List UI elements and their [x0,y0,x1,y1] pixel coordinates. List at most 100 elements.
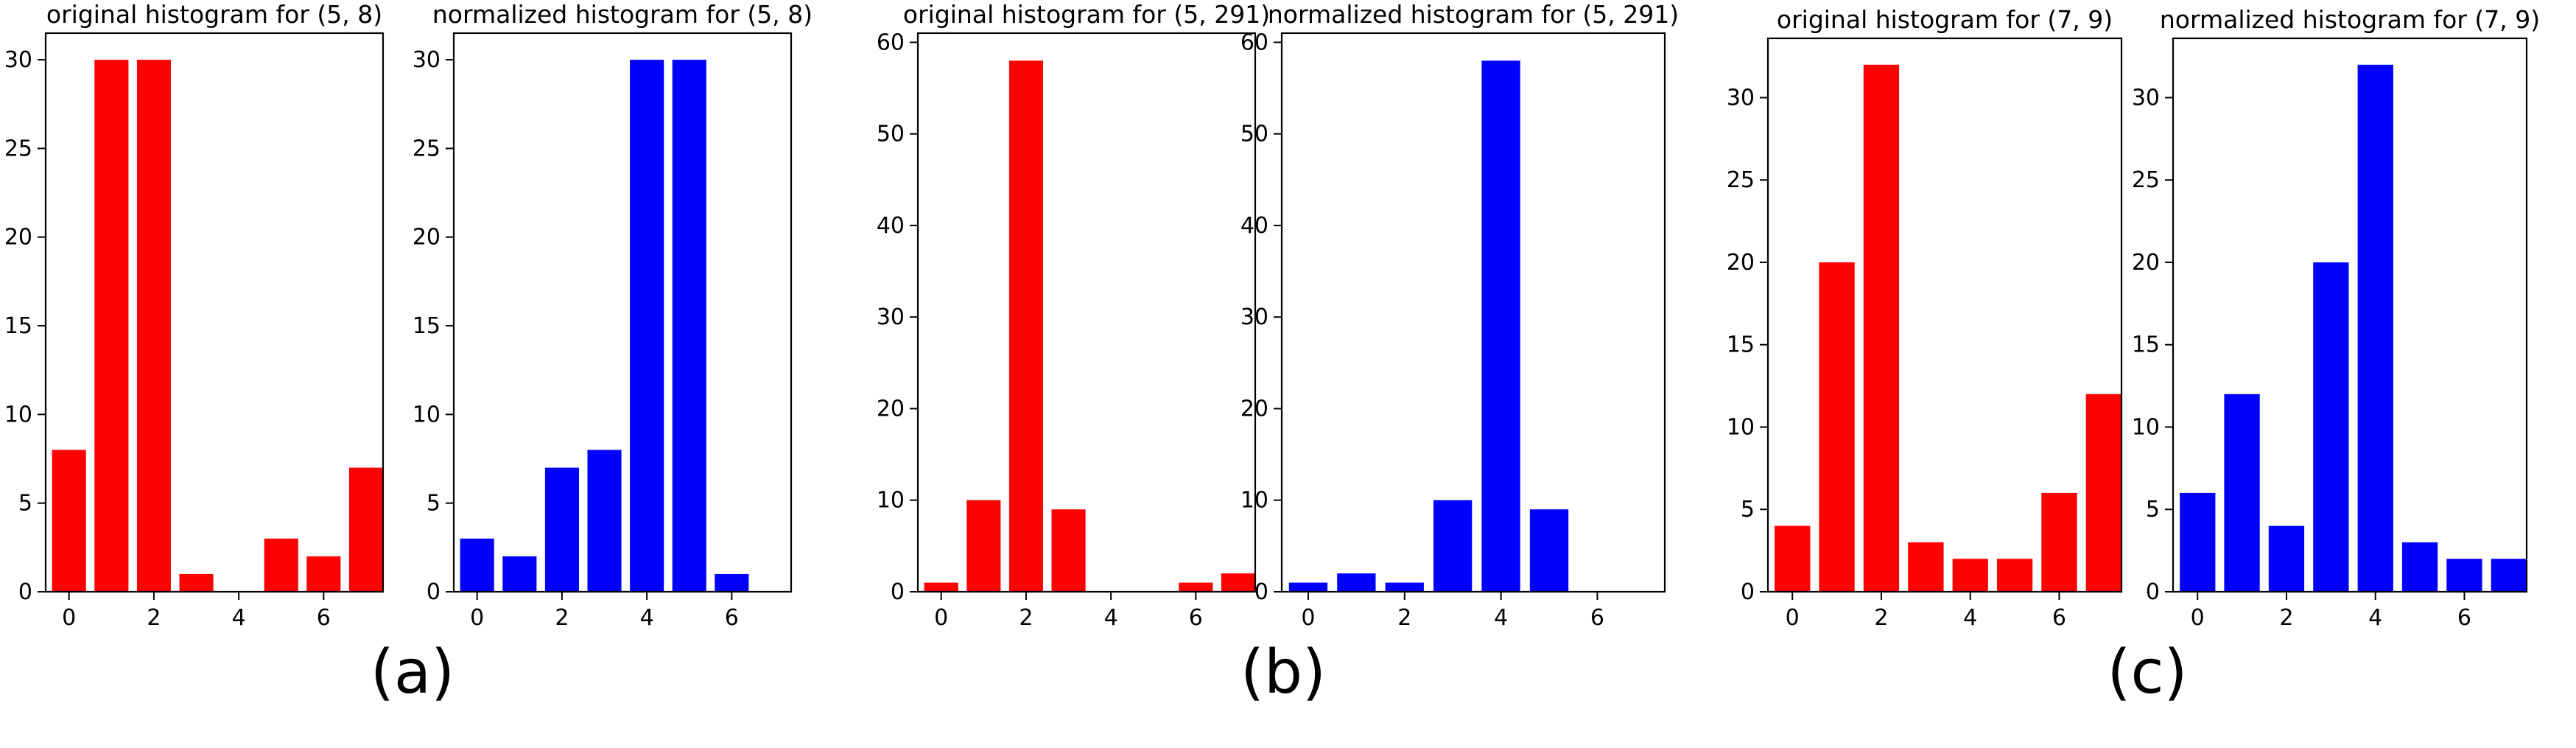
x-tick-label: 6 [1189,605,1203,631]
bar [1481,60,1520,593]
chart-title: normalized histogram for (7, 9) [2160,5,2540,34]
y-tick-label: 25 [1727,167,1755,193]
bar [2224,394,2260,592]
y-tick-label: 5 [2146,497,2160,522]
bar [2041,492,2077,592]
panel-label-c: (c) [2107,637,2187,707]
x-tick-label: 0 [62,605,76,631]
x-tick-label: 2 [1397,605,1411,631]
bar [2491,559,2527,592]
bar [1385,582,1424,592]
y-tick-label: 30 [413,47,441,73]
bar [1433,500,1473,592]
bar [460,538,494,592]
bar [2085,394,2121,592]
y-tick-label: 10 [2132,414,2160,440]
bar [136,60,171,593]
plot-frame [1280,32,1666,593]
x-tick-label: 4 [2368,605,2382,631]
x-tick-label: 0 [1301,605,1315,631]
bar [2313,262,2349,592]
bar [1221,573,1255,592]
bar [1337,573,1376,592]
x-tick-label: 4 [232,605,246,631]
bar [502,556,537,592]
plot-frame [916,32,1257,593]
bar [1179,582,1213,592]
y-tick-label: 20 [1240,396,1268,422]
y-tick-label: 10 [413,402,441,427]
bar [2446,559,2482,592]
plot-frame [1766,37,2123,593]
y-tick-label: 15 [1727,332,1755,358]
chart-title: normalized histogram for (5, 8) [432,0,813,29]
bar [1288,582,1328,592]
bar [630,60,664,593]
plot-frame [452,32,793,593]
y-tick-label: 5 [18,491,32,517]
bar [348,467,383,592]
y-tick-label: 10 [1727,414,1755,440]
chart-1: 0 2 4 6 0 5 10 15 20 25 30 original histogram for (… [4,0,385,631]
bar [2357,64,2393,593]
chart-6: 0 2 4 6 0 5 10 15 20 25 30 normalized histogram for… [2132,5,2540,631]
y-tick-label: 0 [1741,579,1755,605]
y-tick-label: 0 [2146,579,2160,605]
x-tick-label: 4 [1963,605,1977,631]
bar [1863,64,1900,593]
y-tick-label: 15 [4,313,32,339]
x-tick-label: 0 [934,605,948,631]
x-tick-label: 6 [2052,605,2066,631]
x-tick-label: 2 [1019,605,1033,631]
plot-frame [2172,37,2528,593]
x-tick-label: 0 [2191,605,2205,631]
y-tick-label: 30 [877,304,905,330]
x-tick-label: 6 [317,605,331,631]
bar [264,538,298,592]
x-tick-label: 2 [2279,605,2293,631]
x-tick-label: 4 [1104,605,1118,631]
y-tick-label: 25 [413,136,441,161]
plot-frame [44,32,385,593]
chart-title: original histogram for (5, 8) [46,0,382,29]
x-tick-label: 6 [1590,605,1604,631]
x-tick-label: 2 [1874,605,1888,631]
x-tick-label: 0 [470,605,484,631]
y-tick-label: 40 [1240,213,1268,239]
y-tick-label: 5 [1741,497,1755,522]
y-tick-label: 10 [4,402,32,427]
bar [1529,509,1569,592]
bar [306,556,341,592]
bar [966,500,1001,592]
y-tick-label: 0 [1254,579,1268,605]
x-tick-label: 2 [147,605,161,631]
y-tick-label: 20 [413,225,441,251]
bar [1051,509,1086,592]
panel-label-b: (b) [1240,637,1326,707]
y-tick-label: 40 [877,213,905,239]
x-tick-label: 4 [1494,605,1508,631]
y-tick-label: 0 [891,579,905,605]
bar [1775,525,1811,592]
bar [1952,559,1988,592]
chart-title: normalized histogram for (5, 291) [1268,0,1679,29]
x-tick-label: 4 [640,605,654,631]
bar [179,573,214,592]
bar [544,467,579,592]
bar [715,573,749,592]
y-tick-label: 30 [2132,85,2160,111]
y-tick-label: 50 [877,122,905,147]
y-tick-label: 60 [1240,29,1268,55]
y-tick-label: 25 [2132,167,2160,193]
bar [1908,542,1944,592]
y-tick-label: 20 [2132,250,2160,276]
y-tick-label: 60 [877,29,905,55]
chart-title: original histogram for (5, 291) [903,0,1270,29]
bar [587,450,622,592]
y-tick-label: 10 [877,488,905,514]
bar [1008,60,1043,593]
x-tick-label: 0 [1786,605,1800,631]
y-tick-label: 30 [1727,85,1755,111]
